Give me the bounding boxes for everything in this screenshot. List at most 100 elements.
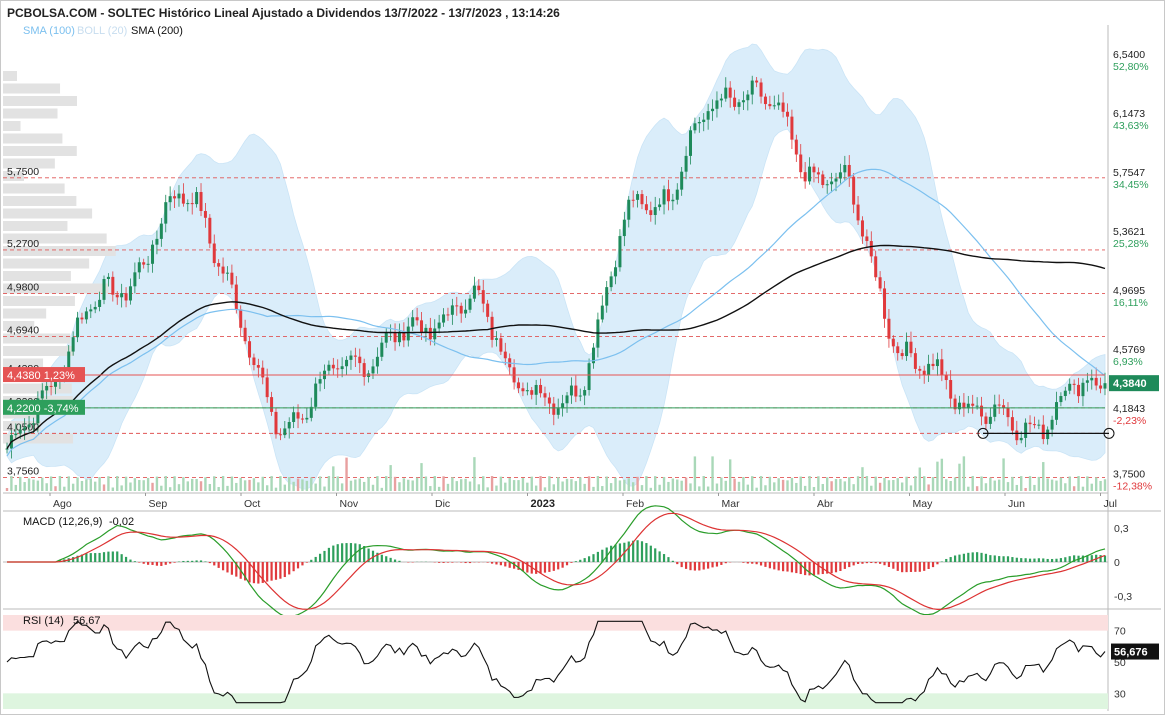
- candle-body: [632, 200, 635, 201]
- candle-body: [266, 377, 269, 397]
- macd-hist-bar: [310, 560, 312, 562]
- volume-bar: [328, 476, 330, 491]
- macd-hist-bar: [85, 553, 87, 562]
- volume-bar: [804, 486, 806, 491]
- candle-body: [349, 356, 352, 360]
- volume-bar: [830, 481, 832, 491]
- candle-body: [314, 384, 317, 407]
- macd-hist-bar: [614, 545, 616, 562]
- macd-hist-bar: [923, 562, 925, 571]
- volume-bar: [513, 480, 515, 491]
- macd-hist-bar: [398, 561, 400, 562]
- candle-body: [270, 397, 273, 412]
- rsi-oversold-band: [3, 693, 1108, 709]
- volume-bar: [253, 478, 255, 491]
- volume-bar: [738, 482, 740, 491]
- macd-hist-bar: [641, 541, 643, 562]
- macd-hist-bar: [1082, 556, 1084, 562]
- macd-hist-bar: [204, 561, 206, 562]
- macd-hist-bar: [905, 562, 907, 572]
- macd-hist-bar: [337, 544, 339, 562]
- volume-bar: [464, 479, 466, 491]
- candle-body: [28, 425, 31, 428]
- volume-bar: [1095, 477, 1097, 491]
- candle-body: [874, 256, 877, 277]
- macd-hist-bar: [165, 562, 167, 565]
- macd-hist-bar: [672, 561, 674, 562]
- volume-bar: [777, 478, 779, 491]
- macd-hist-bar: [989, 555, 991, 562]
- macd-hist-bar: [279, 562, 281, 579]
- macd-hist-bar: [813, 562, 815, 575]
- candle-body: [477, 286, 480, 290]
- candle-body: [557, 408, 560, 414]
- macd-hist-bar: [747, 562, 749, 564]
- macd-hist-bar: [941, 561, 943, 562]
- y-tick-pct: 34,45%: [1113, 179, 1149, 191]
- candle-body: [208, 218, 211, 244]
- macd-hist-bar: [1016, 558, 1018, 562]
- volume-bar: [1046, 478, 1048, 491]
- volume-bar: [54, 486, 56, 491]
- volume-bar: [619, 480, 621, 491]
- candle-body: [711, 109, 714, 111]
- macd-hist-bar: [469, 562, 471, 563]
- macd-hist-bar: [173, 562, 175, 563]
- volume-bar: [59, 476, 61, 491]
- macd-hist-bar: [500, 562, 502, 565]
- macd-hist-bar: [663, 554, 665, 562]
- macd-hist-bar: [1007, 556, 1009, 562]
- volume-bar: [1029, 476, 1031, 491]
- candle-body: [217, 263, 220, 267]
- volume-bar: [628, 478, 630, 491]
- volume-bar: [923, 476, 925, 491]
- candle-body: [574, 386, 577, 397]
- candle-body: [442, 314, 445, 322]
- volume-bar: [1064, 483, 1066, 491]
- volume-bar: [495, 486, 497, 491]
- candle-body: [319, 379, 322, 383]
- volume-profile-bar: [3, 271, 71, 281]
- volume-bar: [94, 482, 96, 491]
- candle-body: [1099, 386, 1102, 389]
- candle-body: [222, 267, 225, 274]
- macd-hist-bar: [853, 562, 855, 565]
- volume-bar: [301, 479, 303, 491]
- x-tick-month: Ago: [53, 498, 72, 510]
- volume-bar: [354, 479, 356, 491]
- volume-bar: [658, 485, 660, 491]
- candle-body: [495, 338, 498, 340]
- candle-body: [1015, 431, 1018, 441]
- macd-hist-bar: [209, 562, 211, 563]
- volume-profile-bar: [3, 71, 17, 81]
- candle-body: [416, 317, 419, 320]
- volume-bar: [760, 476, 762, 491]
- candle-body: [274, 412, 277, 434]
- volume-bar: [989, 478, 991, 491]
- volume-bar: [883, 478, 885, 491]
- volume-bar: [420, 463, 422, 491]
- volume-bar: [85, 479, 87, 491]
- volume-bar: [23, 482, 25, 491]
- volume-profile-bar: [3, 221, 67, 231]
- candle-body: [41, 390, 44, 398]
- volume-bar: [517, 480, 519, 491]
- candle-body: [385, 332, 388, 342]
- candle-body: [1095, 378, 1098, 386]
- volume-bar: [275, 488, 277, 491]
- macd-hist-bar: [1069, 556, 1071, 562]
- volume-bar: [998, 480, 1000, 491]
- candle-body: [1029, 423, 1032, 424]
- macd-hist-bar: [844, 562, 846, 569]
- candle-body: [998, 405, 1001, 406]
- volume-bar: [949, 481, 951, 491]
- macd-hist-bar: [919, 562, 921, 572]
- candle-body: [341, 366, 344, 369]
- candle-body: [107, 277, 110, 279]
- candle-body: [380, 343, 383, 357]
- candle-body: [1006, 408, 1009, 417]
- candle-body: [76, 318, 79, 338]
- x-tick-month: Feb: [626, 498, 644, 510]
- macd-hist-bar: [275, 562, 277, 580]
